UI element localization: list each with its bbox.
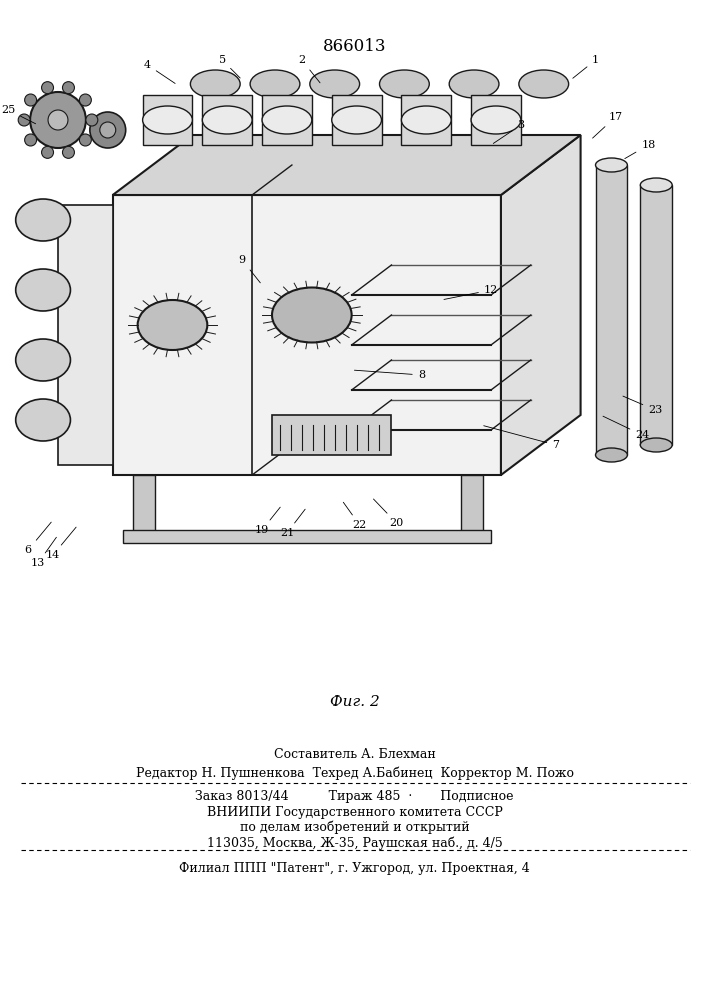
Circle shape (48, 110, 68, 130)
Text: Фиг. 2: Фиг. 2 (329, 695, 380, 709)
Text: 4: 4 (144, 60, 175, 83)
Polygon shape (133, 475, 155, 540)
Text: по делам изобретений и открытий: по делам изобретений и открытий (240, 821, 469, 834)
Circle shape (18, 114, 30, 126)
Circle shape (62, 146, 74, 158)
Polygon shape (332, 95, 382, 145)
Ellipse shape (16, 269, 71, 311)
Text: 5: 5 (218, 55, 240, 78)
Ellipse shape (16, 199, 71, 241)
Circle shape (79, 134, 91, 146)
Circle shape (30, 92, 86, 148)
Ellipse shape (641, 178, 672, 192)
Circle shape (62, 82, 74, 94)
Ellipse shape (595, 448, 627, 462)
Text: 9: 9 (238, 255, 260, 283)
Text: 6: 6 (25, 522, 51, 555)
Ellipse shape (380, 70, 429, 98)
Text: 23: 23 (623, 396, 662, 415)
Polygon shape (212, 135, 234, 190)
Text: Составитель А. Блехман: Составитель А. Блехман (274, 748, 436, 761)
Text: 866013: 866013 (323, 38, 387, 55)
Polygon shape (471, 95, 521, 145)
Ellipse shape (16, 399, 71, 441)
Polygon shape (123, 530, 491, 543)
Polygon shape (202, 95, 252, 145)
Ellipse shape (641, 438, 672, 452)
Ellipse shape (16, 339, 71, 381)
Circle shape (25, 94, 37, 106)
Circle shape (42, 82, 54, 94)
Ellipse shape (471, 106, 521, 134)
Text: 12: 12 (444, 285, 498, 299)
Circle shape (86, 114, 98, 126)
Text: 13: 13 (31, 537, 57, 568)
Ellipse shape (190, 70, 240, 98)
Circle shape (100, 122, 116, 138)
Text: 20: 20 (373, 499, 404, 528)
Polygon shape (641, 185, 672, 445)
Text: 19: 19 (255, 507, 280, 535)
Ellipse shape (138, 300, 207, 350)
Ellipse shape (310, 70, 360, 98)
Polygon shape (58, 205, 112, 465)
Text: 18: 18 (625, 140, 655, 159)
Ellipse shape (250, 70, 300, 98)
Circle shape (90, 112, 126, 148)
Polygon shape (501, 135, 580, 475)
Text: Филиал ППП "Патент", г. Ужгород, ул. Проектная, 4: Филиал ППП "Патент", г. Ужгород, ул. Про… (180, 862, 530, 875)
Text: 8: 8 (354, 370, 425, 380)
Text: Редактор Н. Пушненкова  Техред А.Бабинец  Корректор М. Пожо: Редактор Н. Пушненкова Техред А.Бабинец … (136, 766, 573, 780)
Text: 17: 17 (592, 112, 622, 138)
Ellipse shape (402, 106, 451, 134)
Ellipse shape (332, 106, 382, 134)
Text: ВНИИПИ Государственного комитета СССР: ВНИИПИ Государственного комитета СССР (206, 806, 503, 819)
Ellipse shape (143, 106, 192, 134)
Polygon shape (112, 195, 501, 475)
Circle shape (79, 94, 91, 106)
Text: 14: 14 (46, 527, 76, 560)
Text: 7: 7 (484, 426, 559, 450)
Ellipse shape (262, 106, 312, 134)
Text: 2: 2 (298, 55, 320, 83)
Text: 1: 1 (573, 55, 599, 78)
Ellipse shape (519, 70, 568, 98)
Text: 3: 3 (493, 120, 525, 143)
Text: 25: 25 (1, 105, 35, 124)
Polygon shape (112, 135, 580, 195)
Ellipse shape (449, 70, 499, 98)
Circle shape (25, 134, 37, 146)
Ellipse shape (272, 288, 351, 342)
Polygon shape (461, 475, 483, 540)
Polygon shape (262, 95, 312, 145)
Circle shape (42, 146, 54, 158)
Text: 113035, Москва, Ж-35, Раушская наб., д. 4/5: 113035, Москва, Ж-35, Раушская наб., д. … (206, 836, 503, 850)
Text: Заказ 8013/44          Тираж 485  ·       Подписное: Заказ 8013/44 Тираж 485 · Подписное (195, 790, 514, 803)
Text: 21: 21 (280, 509, 305, 538)
Ellipse shape (595, 158, 627, 172)
Text: 24: 24 (603, 416, 650, 440)
Ellipse shape (202, 106, 252, 134)
Polygon shape (595, 165, 627, 455)
Polygon shape (143, 95, 192, 145)
Polygon shape (402, 95, 451, 145)
Polygon shape (541, 135, 563, 190)
Text: 22: 22 (344, 502, 367, 530)
Bar (272, 415, 392, 455)
